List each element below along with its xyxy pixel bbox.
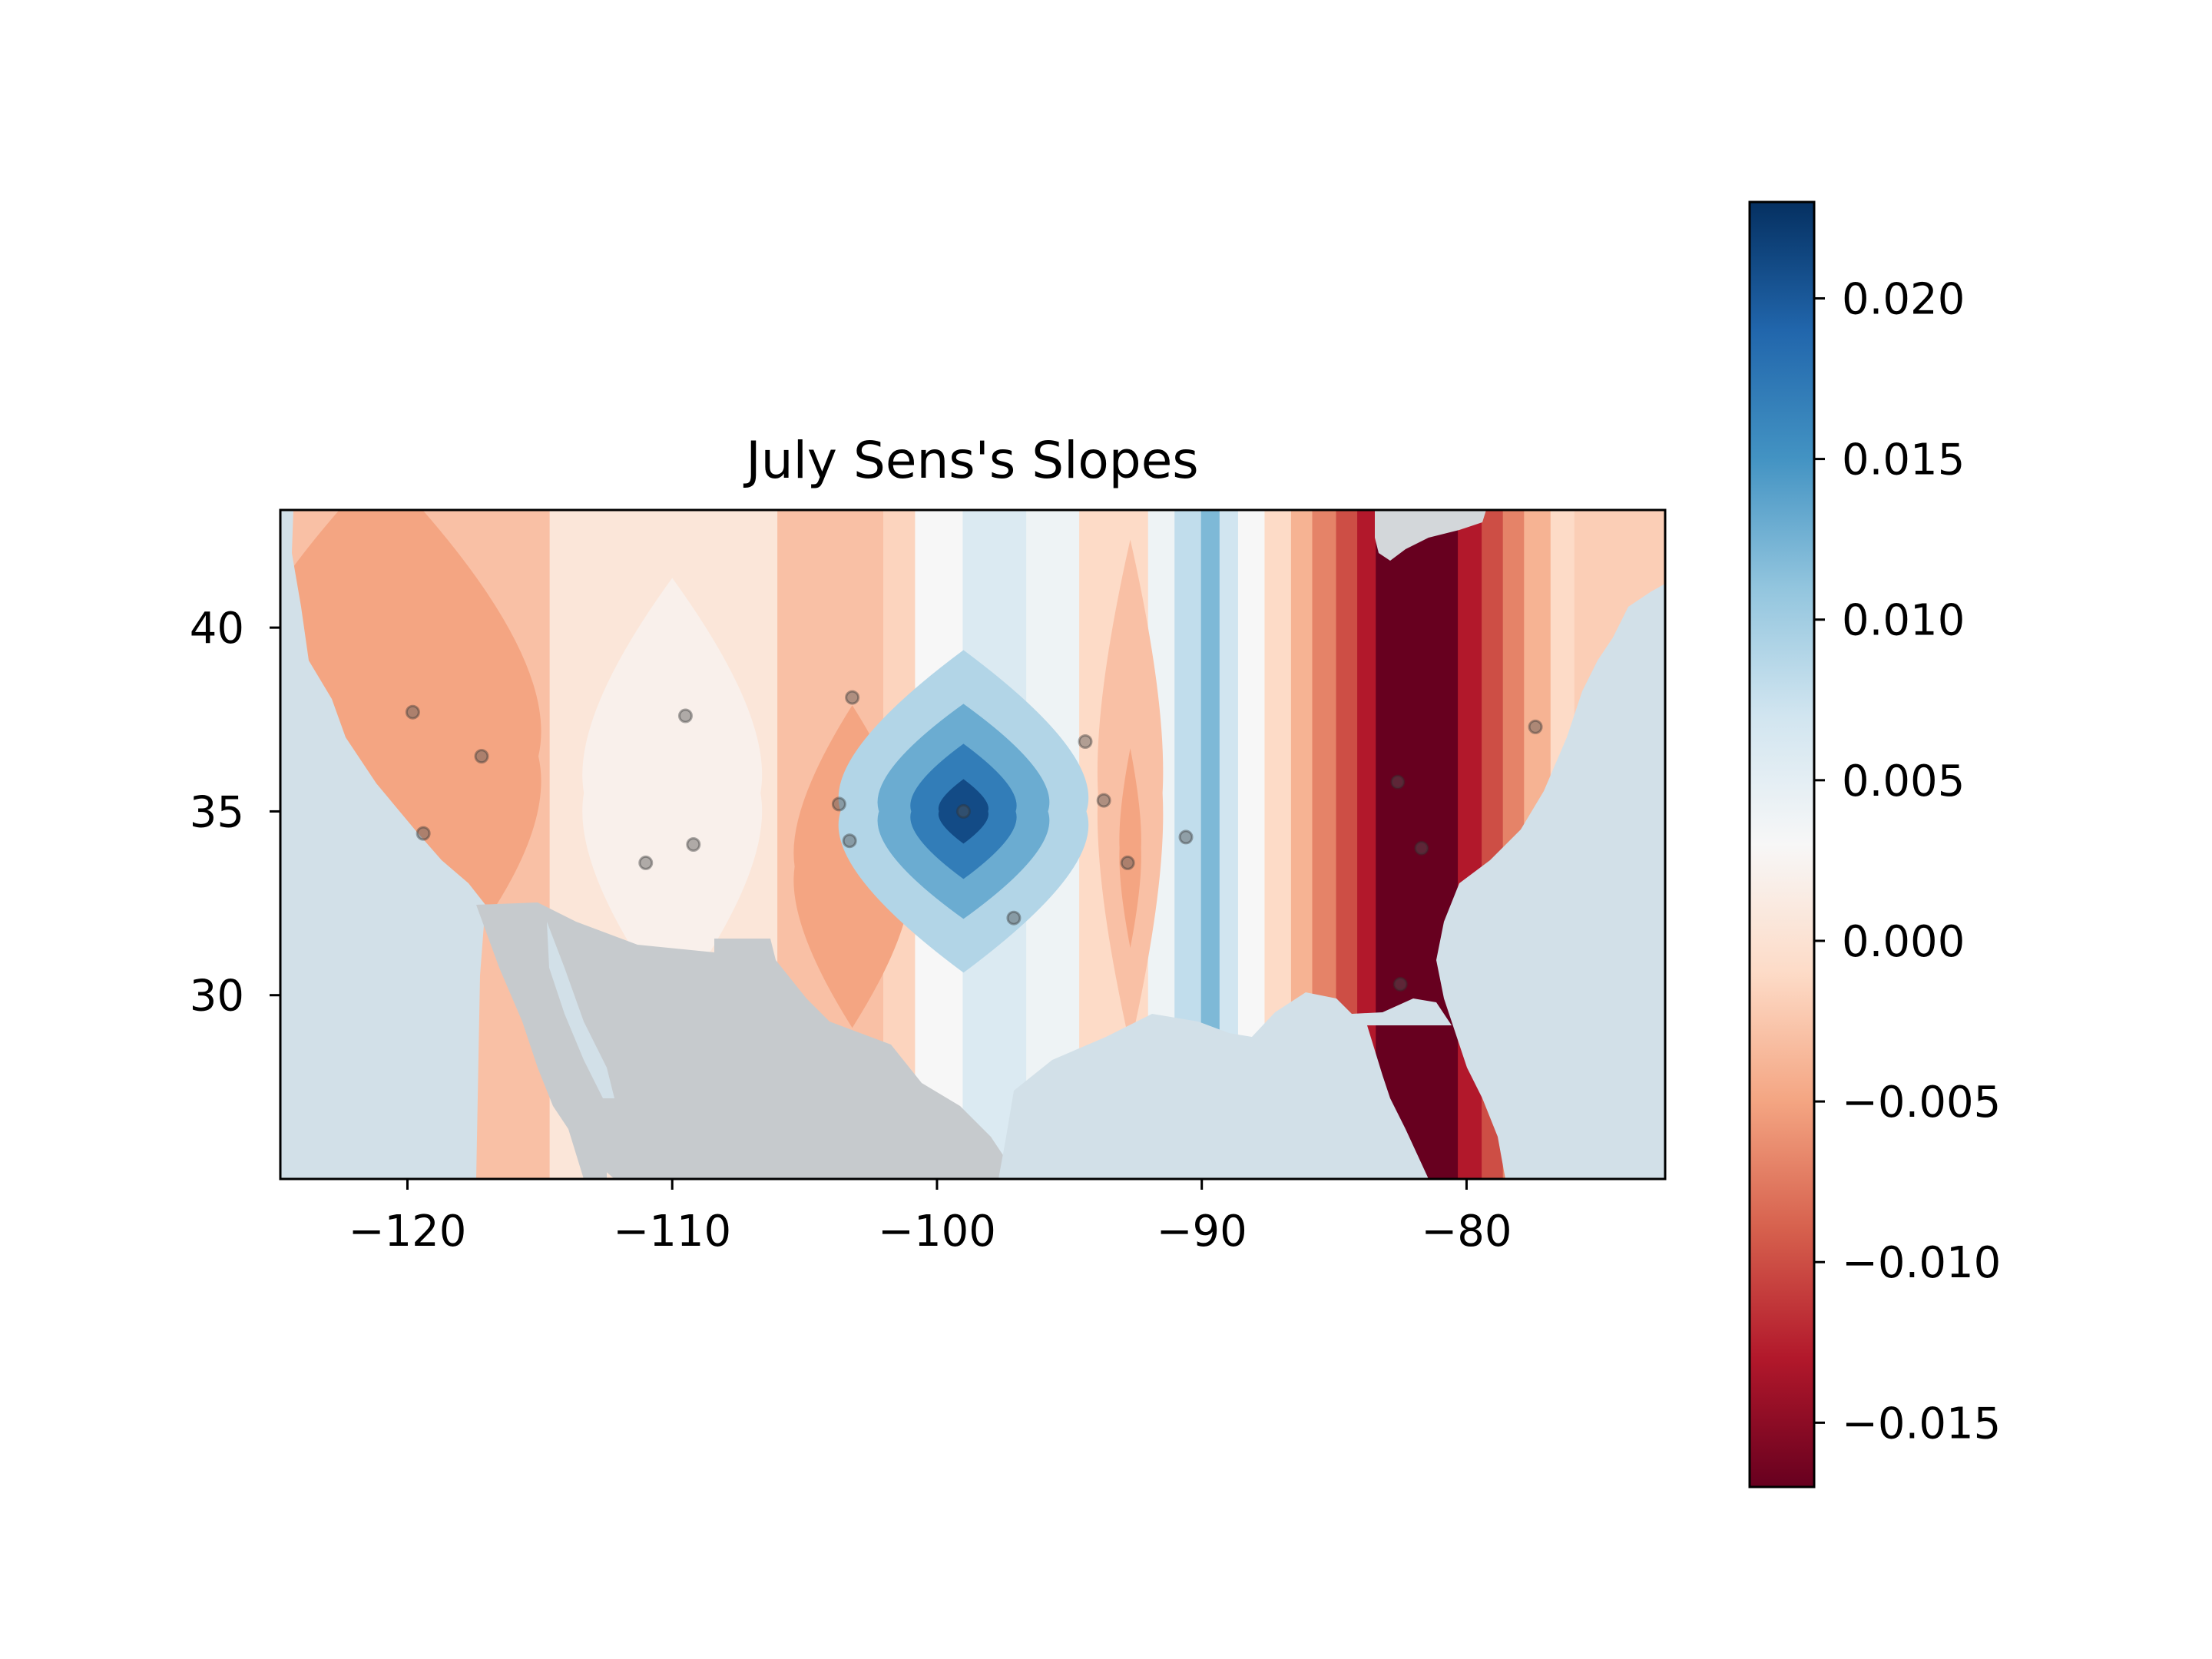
station-point <box>677 708 693 724</box>
x-tick-label: −100 <box>878 1207 996 1257</box>
station-point <box>416 826 431 841</box>
y-tick-label: 35 <box>190 787 244 837</box>
station-point <box>1006 910 1022 926</box>
colorbar-tick-label: −0.010 <box>1842 1238 2001 1288</box>
y-tick-label: 30 <box>190 972 244 1022</box>
station-point <box>955 803 971 819</box>
station-point <box>1390 774 1406 790</box>
station-point <box>845 690 860 705</box>
station-point <box>474 749 489 764</box>
station-point <box>1528 719 1543 734</box>
atlantic-ocean <box>1436 584 1665 1179</box>
colorbar-tick-label: 0.015 <box>1842 435 1965 485</box>
station-point <box>842 833 857 849</box>
colorbar-tick-label: 0.000 <box>1842 917 1965 967</box>
station-point <box>1178 830 1194 845</box>
x-tick-label: −90 <box>1157 1207 1247 1257</box>
colorbar-frame <box>1748 200 1816 1488</box>
station-point <box>638 855 654 870</box>
station-point <box>1096 793 1111 808</box>
contour-blob <box>582 578 763 1008</box>
gulf-of-mexico <box>998 992 1452 1179</box>
contour-blob <box>938 779 988 844</box>
station-point <box>405 704 420 720</box>
pacific-ocean <box>280 510 485 1179</box>
colorbar-tick-label: 0.005 <box>1842 757 1965 806</box>
colorbar-tick-label: 0.020 <box>1842 274 1965 324</box>
plot-frame <box>279 508 1667 1181</box>
station-point <box>1078 734 1093 749</box>
station-point <box>1392 976 1408 992</box>
colorbar-gradient <box>1750 202 1814 1487</box>
y-axis: 30 35 40 <box>190 604 280 1022</box>
colorbar-tick-label: −0.015 <box>1842 1399 2001 1449</box>
contour-blobs <box>280 510 1164 1048</box>
station-point <box>686 837 701 852</box>
y-tick-label: 40 <box>190 604 244 654</box>
baja-peninsula <box>522 910 607 1179</box>
plot-area <box>280 510 1665 1179</box>
gulf-of-california <box>547 922 614 1098</box>
contour-blob <box>1119 748 1141 949</box>
chart-title: July Sens's Slopes <box>743 431 1198 490</box>
station-markers <box>405 690 1543 992</box>
x-axis: −120 −110 −100 −90 −80 <box>349 1179 1512 1257</box>
x-tick-label: −80 <box>1421 1207 1512 1257</box>
colorbar-tick-label: 0.010 <box>1842 596 1965 646</box>
contour-band <box>1376 510 1460 1179</box>
station-point <box>831 796 846 812</box>
station-point <box>1414 840 1429 856</box>
colorbar: 0.020 0.015 0.010 0.005 0.000 −0.005 −0.… <box>1748 200 2001 1488</box>
x-tick-label: −110 <box>613 1207 731 1257</box>
mexico-landmass <box>476 902 1006 1179</box>
colorbar-tick-label: −0.005 <box>1842 1078 2001 1128</box>
x-tick-label: −120 <box>349 1207 467 1257</box>
station-point <box>1120 855 1135 870</box>
land-overlay <box>280 510 1665 1179</box>
great-lake <box>1375 510 1486 561</box>
